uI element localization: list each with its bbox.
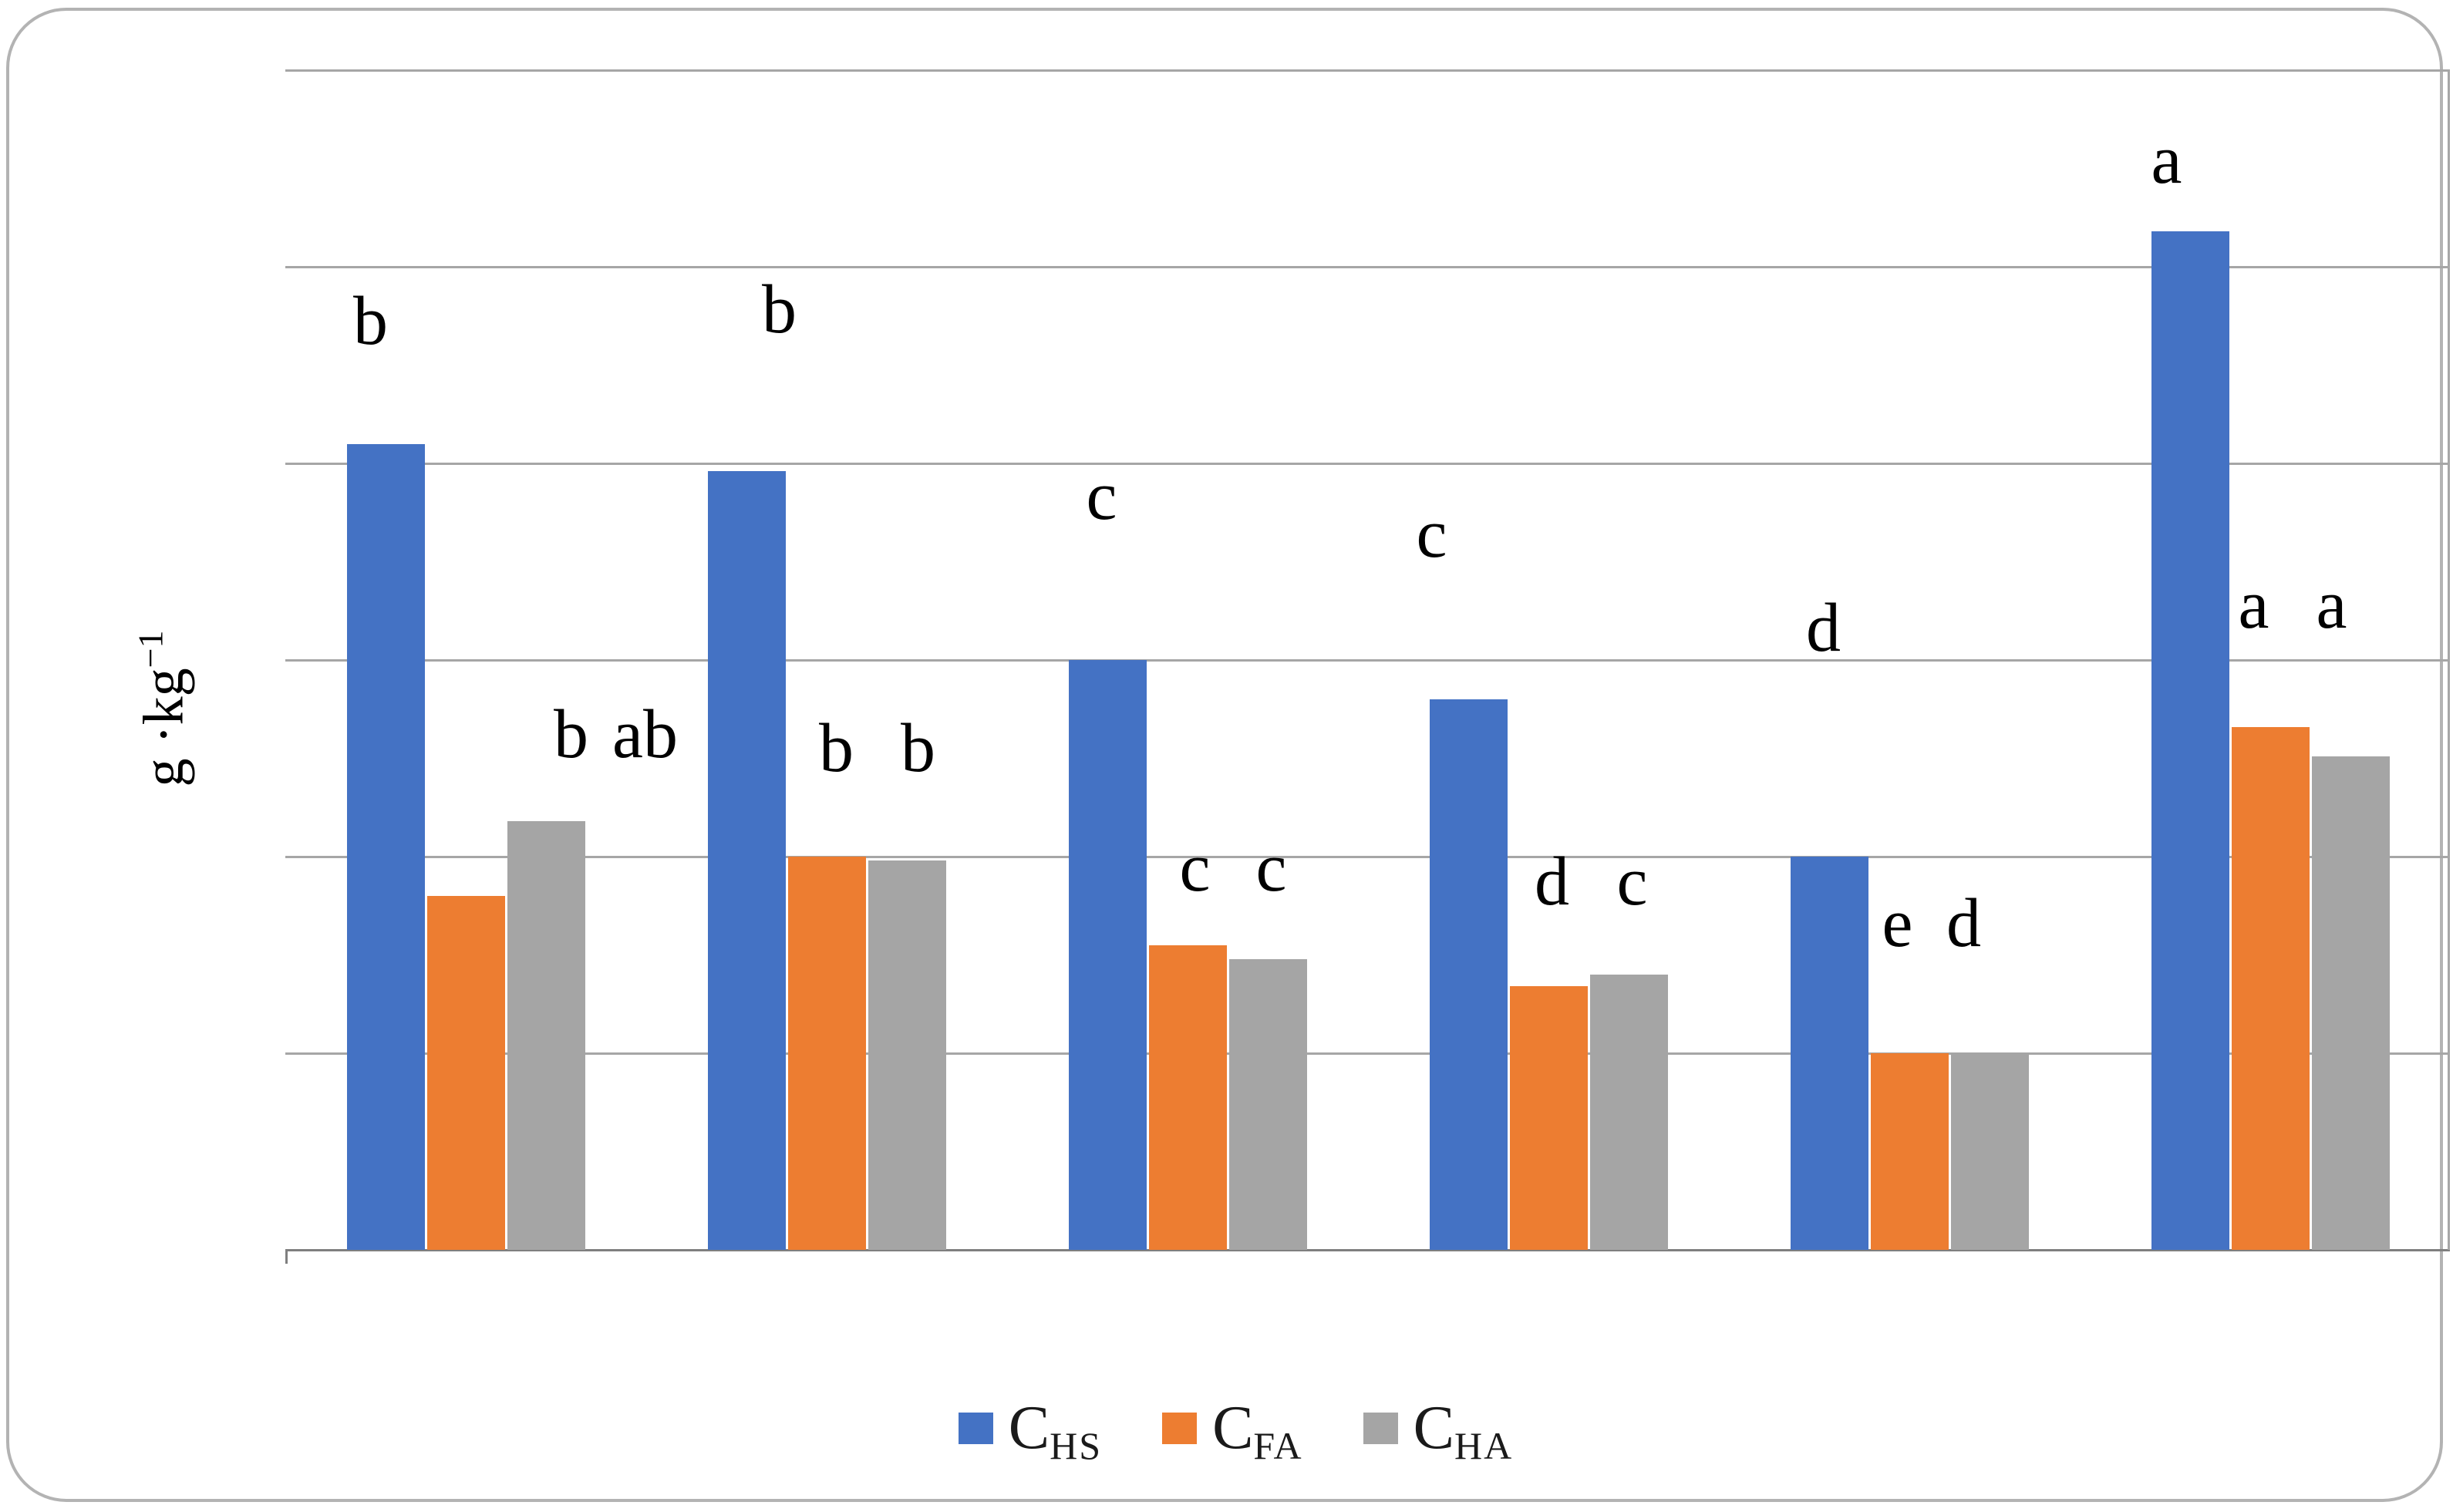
bar-chs-group3: [1069, 660, 1147, 1250]
legend-item-chs: CHS: [958, 1394, 1102, 1465]
legend-label-chs-sub: HS: [1050, 1424, 1103, 1467]
bar-cha-group3: [1229, 958, 1307, 1250]
significance-letter-cfa-group3: c: [1179, 830, 1211, 907]
legend-label-chs-main: C: [1008, 1394, 1050, 1462]
gridline: [285, 463, 2450, 465]
gridline: [285, 1052, 2450, 1055]
legend-label-cha-sub: HA: [1454, 1424, 1514, 1467]
bar-cfa-group5: [1871, 1053, 1949, 1250]
legend-label-chs: CHS: [1008, 1394, 1102, 1465]
significance-letter-chs-group6: a: [2151, 122, 2182, 199]
legend-label-cfa: CFA: [1212, 1394, 1303, 1465]
significance-letter-cfa-group2: b: [819, 709, 854, 786]
bar-cfa-group2: [788, 857, 866, 1250]
legend-item-cfa: CFA: [1162, 1394, 1303, 1465]
bar-cfa-group4: [1510, 986, 1588, 1250]
legend: CHS CFA CHA: [9, 1394, 2453, 1465]
bar-cha-group6: [2312, 756, 2390, 1250]
legend-swatch-chs: [958, 1412, 993, 1444]
bar-cha-group1: [507, 821, 585, 1250]
significance-letter-cha-group2: b: [901, 709, 935, 786]
bar-cfa-group1: [427, 896, 505, 1250]
legend-label-cfa-sub: FA: [1253, 1424, 1303, 1467]
legend-label-cha-main: C: [1413, 1394, 1454, 1462]
y-axis-label: g ·kg−1: [130, 630, 197, 786]
axis-tick: [285, 1250, 288, 1264]
plot-right-border: [2448, 70, 2450, 1250]
gridline: [285, 856, 2450, 858]
gridline: [285, 266, 2450, 268]
significance-letter-cfa-group5: e: [1882, 884, 1913, 961]
significance-letter-cfa-group6: a: [2238, 566, 2269, 643]
y-axis-label-exponent: −1: [130, 630, 170, 668]
bar-cha-group2: [868, 860, 946, 1250]
gridline: [285, 69, 2450, 72]
bar-chs-group1: [347, 443, 425, 1250]
legend-label-cfa-main: C: [1212, 1394, 1254, 1462]
significance-letter-cha-group3: c: [1255, 830, 1287, 907]
significance-letter-chs-group2: b: [762, 271, 797, 349]
significance-letter-cha-group5: d: [1946, 884, 1981, 961]
significance-letter-chs-group5: d: [1806, 590, 1841, 667]
bar-chs-group4: [1430, 699, 1508, 1250]
legend-item-cha: CHA: [1363, 1394, 1514, 1465]
significance-letter-cha-group1: ab: [612, 695, 678, 773]
bar-cfa-group6: [2232, 726, 2310, 1250]
legend-label-cha: CHA: [1413, 1394, 1514, 1465]
significance-letter-chs-group3: c: [1086, 458, 1117, 535]
y-axis-label-text: g ·kg: [132, 668, 196, 787]
chart-frame: g ·kg−1 b b c c d a b b c d e a ab b c c d a CHS CFA CHA: [6, 8, 2450, 1502]
significance-letter-cha-group4: c: [1616, 844, 1648, 921]
significance-letter-cha-group6: a: [2316, 566, 2347, 643]
x-axis-baseline: [285, 1249, 2450, 1251]
bar-chs-group6: [2151, 231, 2229, 1250]
plot-area: b b c c d a b b c d e a ab b c c d a: [285, 69, 2450, 1264]
significance-letter-chs-group4: c: [1416, 495, 1447, 572]
gridline: [285, 659, 2450, 662]
bar-chs-group5: [1791, 857, 1868, 1250]
significance-letter-cfa-group1: b: [554, 695, 588, 773]
legend-swatch-cha: [1363, 1412, 1398, 1444]
significance-letter-chs-group1: b: [353, 283, 388, 360]
legend-swatch-cfa: [1162, 1412, 1198, 1444]
bar-cfa-group3: [1149, 945, 1227, 1250]
bar-cha-group4: [1590, 975, 1668, 1250]
bar-chs-group2: [708, 471, 786, 1250]
bar-cha-group5: [1951, 1053, 2029, 1250]
significance-letter-cfa-group4: d: [1535, 844, 1569, 921]
